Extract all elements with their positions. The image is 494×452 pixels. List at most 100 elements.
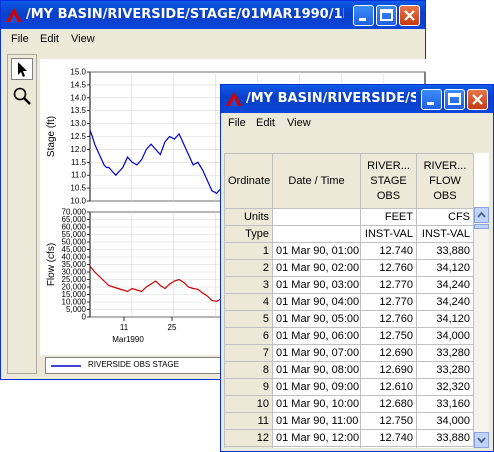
stage-axis-label: Stage (ft) xyxy=(46,116,57,157)
flow-cell[interactable]: 32,320 xyxy=(416,378,474,396)
stage-tick-label: 13.0 xyxy=(70,119,86,128)
flow-cell[interactable]: 34,240 xyxy=(416,276,474,294)
stage-tick-label: 14.5 xyxy=(70,80,86,89)
stage-cell[interactable]: 12.610 xyxy=(360,378,417,396)
maximize-button[interactable] xyxy=(376,5,397,26)
table-row[interactable]: 6 01 Mar 90, 06:00 12.750 34,000 xyxy=(224,327,474,345)
units-row: Units FEET CFS xyxy=(224,208,474,226)
pointer-tool-button[interactable] xyxy=(11,58,33,80)
ordinate-cell: 2 xyxy=(224,259,273,277)
table-row[interactable]: 10 01 Mar 90, 10:00 12.680 33,160 xyxy=(224,395,474,413)
menu-edit[interactable]: Edit xyxy=(256,117,275,129)
stage-tick-label: 12.0 xyxy=(70,145,86,154)
scroll-thumb[interactable] xyxy=(474,224,489,229)
flow-cell[interactable]: 34,240 xyxy=(416,293,474,311)
header-ordinate[interactable]: Ordinate xyxy=(224,153,273,209)
stage-tick-label: 15.0 xyxy=(70,68,86,77)
flow-tick-label: 55,000 xyxy=(62,230,87,239)
menu-view[interactable]: View xyxy=(71,33,95,45)
stage-cell[interactable]: 12.740 xyxy=(360,429,417,447)
type-flow[interactable]: INST-VAL xyxy=(416,225,474,243)
header-flow[interactable]: RIVER... FLOW OBS xyxy=(416,153,474,209)
table-window-titlebar[interactable]: /MY BASIN/RIVERSIDE/STAG... xyxy=(221,85,493,113)
stage-cell[interactable]: 12.710 xyxy=(360,446,417,448)
units-flow[interactable]: CFS xyxy=(416,208,474,226)
datetime-cell[interactable]: 01 Mar 90, 10:00 xyxy=(272,395,361,413)
table-window[interactable]: /MY BASIN/RIVERSIDE/STAG... File Edit Vi… xyxy=(220,84,494,452)
scroll-up-button[interactable] xyxy=(474,207,489,223)
table-row[interactable]: 5 01 Mar 90, 05:00 12.760 34,120 xyxy=(224,310,474,328)
type-stage[interactable]: INST-VAL xyxy=(360,225,417,243)
flow-cell[interactable]: 33,160 xyxy=(416,395,474,413)
table-row[interactable]: 2 01 Mar 90, 02:00 12.760 34,120 xyxy=(224,259,474,277)
table-row[interactable]: 3 01 Mar 90, 03:00 12.770 34,240 xyxy=(224,276,474,294)
flow-cell[interactable]: 33,880 xyxy=(416,242,474,260)
table-row[interactable]: 1 01 Mar 90, 01:00 12.740 33,880 xyxy=(224,242,474,260)
datetime-cell[interactable]: 01 Mar 90, 02:00 xyxy=(272,259,361,277)
stage-cell[interactable]: 12.750 xyxy=(360,412,417,430)
datetime-cell[interactable]: 01 Mar 90, 04:00 xyxy=(272,293,361,311)
vertical-scrollbar[interactable] xyxy=(473,207,489,448)
stage-cell[interactable]: 12.750 xyxy=(360,327,417,345)
stage-cell[interactable]: 12.690 xyxy=(360,361,417,379)
menu-view[interactable]: View xyxy=(287,117,311,129)
datetime-cell[interactable]: 01 Mar 90, 03:00 xyxy=(272,276,361,294)
close-button[interactable] xyxy=(399,5,420,26)
table-row[interactable]: 8 01 Mar 90, 08:00 12.690 33,280 xyxy=(224,361,474,379)
maximize-icon xyxy=(448,93,461,105)
flow-tick-label: 25,000 xyxy=(62,275,87,284)
close-button[interactable] xyxy=(467,89,488,110)
flow-cell[interactable]: 34,120 xyxy=(416,310,474,328)
header-flow-line3: OBS xyxy=(433,189,457,202)
datetime-cell[interactable]: 01 Mar 90, 06:00 xyxy=(272,327,361,345)
minimize-button[interactable] xyxy=(353,5,374,26)
table-window-title: /MY BASIN/RIVERSIDE/STAG... xyxy=(246,91,416,106)
datetime-cell[interactable]: 01 Mar 90, 13:00 xyxy=(272,446,361,448)
header-datetime[interactable]: Date / Time xyxy=(272,153,361,209)
datetime-cell[interactable]: 01 Mar 90, 11:00 xyxy=(272,412,361,430)
units-stage[interactable]: FEET xyxy=(360,208,417,226)
table-row[interactable]: 4 01 Mar 90, 04:00 12.770 34,240 xyxy=(224,293,474,311)
flow-cell[interactable]: 33,880 xyxy=(416,429,474,447)
scroll-down-button[interactable] xyxy=(474,432,489,448)
datetime-cell[interactable]: 01 Mar 90, 12:00 xyxy=(272,429,361,447)
datetime-cell[interactable]: 01 Mar 90, 08:00 xyxy=(272,361,361,379)
table-container: Ordinate Date / Time RIVER... STAGE OBS … xyxy=(224,153,489,448)
flow-cell[interactable]: 33,280 xyxy=(416,344,474,362)
table-row[interactable]: 9 01 Mar 90, 09:00 12.610 32,320 xyxy=(224,378,474,396)
datetime-cell[interactable]: 01 Mar 90, 07:00 xyxy=(272,344,361,362)
stage-cell[interactable]: 12.770 xyxy=(360,293,417,311)
menu-file[interactable]: File xyxy=(228,117,246,129)
stage-cell[interactable]: 12.760 xyxy=(360,259,417,277)
menu-file[interactable]: File xyxy=(11,33,29,45)
header-stage[interactable]: RIVER... STAGE OBS xyxy=(360,153,417,209)
minimize-button[interactable] xyxy=(421,89,442,110)
units-label: Units xyxy=(224,208,273,226)
stage-cell[interactable]: 12.760 xyxy=(360,310,417,328)
flow-tick-label: 35,000 xyxy=(62,260,87,269)
table-window-menubar: File Edit View xyxy=(224,114,490,133)
stage-cell[interactable]: 12.740 xyxy=(360,242,417,260)
flow-cell[interactable]: 33,280 xyxy=(416,361,474,379)
tool-palette xyxy=(7,54,37,374)
zoom-tool-button[interactable] xyxy=(11,85,33,107)
datetime-cell[interactable]: 01 Mar 90, 05:00 xyxy=(272,310,361,328)
datetime-cell[interactable]: 01 Mar 90, 01:00 xyxy=(272,242,361,260)
maximize-button[interactable] xyxy=(444,89,465,110)
datetime-cell[interactable]: 01 Mar 90, 09:00 xyxy=(272,378,361,396)
stage-cell[interactable]: 12.680 xyxy=(360,395,417,413)
flow-cell[interactable]: 34,000 xyxy=(416,327,474,345)
stage-cell[interactable]: 12.770 xyxy=(360,276,417,294)
stage-cell[interactable]: 12.690 xyxy=(360,344,417,362)
plot-window-titlebar[interactable]: /MY BASIN/RIVERSIDE/STAGE/01MAR1990/1HOU… xyxy=(1,1,425,29)
flow-cell[interactable]: 34,120 xyxy=(416,259,474,277)
table-row[interactable]: 12 01 Mar 90, 12:00 12.740 33,880 xyxy=(224,429,474,447)
close-icon xyxy=(472,94,483,105)
menu-edit[interactable]: Edit xyxy=(40,33,59,45)
table-row[interactable]: 7 01 Mar 90, 07:00 12.690 33,280 xyxy=(224,344,474,362)
header-stage-line2: STAGE xyxy=(370,174,407,187)
flow-cell[interactable]: 33,520 xyxy=(416,446,474,448)
flow-cell[interactable]: 34,000 xyxy=(416,412,474,430)
table-row[interactable]: 11 01 Mar 90, 11:00 12.750 34,000 xyxy=(224,412,474,430)
